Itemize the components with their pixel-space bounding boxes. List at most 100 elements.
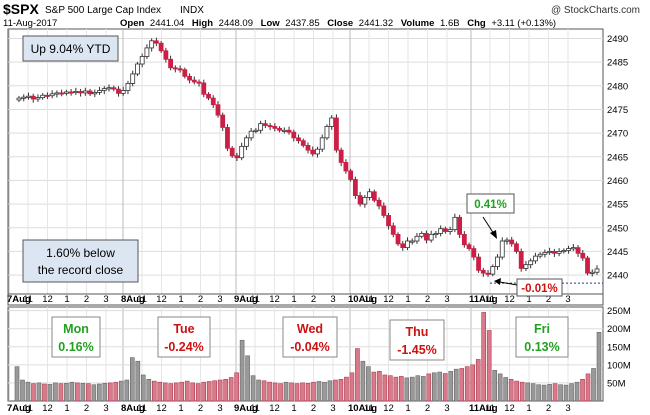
candle-body xyxy=(210,97,216,106)
x-tick-label: 2 xyxy=(425,403,430,414)
volume-bar xyxy=(278,383,283,402)
candle-body xyxy=(476,256,481,271)
volume-bar xyxy=(596,332,602,402)
volume-bar xyxy=(453,368,459,402)
volume-bar xyxy=(261,380,267,402)
volume-bar xyxy=(360,360,366,402)
volume-bar xyxy=(547,384,552,402)
candle-body xyxy=(409,240,415,243)
close-value: 2441.32 xyxy=(359,18,393,29)
volume-bar xyxy=(541,384,547,402)
candle-body xyxy=(305,145,311,151)
volume-bar xyxy=(108,382,113,402)
candle-body xyxy=(561,250,567,253)
x-tick-label: 11Aug xyxy=(469,294,498,305)
record-line1: 1.60% below xyxy=(46,246,115,260)
candle-body xyxy=(381,205,387,216)
x-tick-label: 2 xyxy=(311,403,316,414)
volume-bar xyxy=(492,369,497,402)
volume-bar xyxy=(421,376,426,402)
candle-body xyxy=(575,247,581,254)
volume-bar xyxy=(58,383,64,402)
candle-body xyxy=(291,131,297,139)
x-tick-label: 12 xyxy=(42,403,53,414)
candle-body xyxy=(570,247,576,250)
candle-body xyxy=(234,155,240,159)
volume-bar xyxy=(179,381,185,402)
x-tick-label: 11 xyxy=(250,294,260,305)
candle-body xyxy=(253,129,259,132)
volume-bar xyxy=(272,382,278,402)
candle-body xyxy=(400,243,406,249)
volume-bar xyxy=(42,383,47,402)
volume-bar xyxy=(86,383,91,402)
volume-bar xyxy=(585,373,591,402)
chg-label: Chg xyxy=(467,18,486,29)
volume-bar xyxy=(580,379,585,402)
candle-body xyxy=(139,56,145,65)
candle-body xyxy=(267,125,273,128)
candle-body xyxy=(447,229,453,232)
volume-bar xyxy=(267,381,272,402)
volume-bar xyxy=(157,381,163,402)
volume-bar xyxy=(69,381,75,402)
volume-bar xyxy=(327,380,333,402)
callout-up-arrow xyxy=(482,216,495,235)
day-name: Mon xyxy=(63,322,89,336)
candle-body xyxy=(45,94,50,97)
x-tick-label: 3 xyxy=(103,294,108,305)
volume-bar xyxy=(536,384,541,402)
svg-text:Open 2441.04 High: Open 2441.04 High 2448.09 Low 2437.85 Cl… xyxy=(120,18,556,29)
day-pct: -0.04% xyxy=(290,340,330,354)
volume-bar xyxy=(563,384,569,402)
candle-body xyxy=(286,129,292,133)
candle-body xyxy=(424,233,429,241)
x-tick-label: 1 xyxy=(291,294,296,305)
candle-body xyxy=(457,216,463,235)
volume-y-axis: 50M 100M 150M 200M 250M xyxy=(607,306,631,389)
volume-bar xyxy=(130,357,135,402)
x-tick-label: 2 xyxy=(84,294,89,305)
candle-body xyxy=(116,88,121,94)
x-tick-label: 11 xyxy=(364,403,374,414)
volume-bar xyxy=(124,379,130,402)
volume-bar xyxy=(558,384,563,402)
candle-body xyxy=(580,252,586,259)
volume-bar xyxy=(195,383,201,402)
day-name: Fri xyxy=(534,322,550,336)
volume-tick-label: 250M xyxy=(607,306,631,317)
candle-body xyxy=(21,96,27,99)
volume-bar xyxy=(97,383,102,402)
candle-body xyxy=(518,251,524,269)
candle-body xyxy=(442,228,448,232)
symbol: $SPX xyxy=(3,1,39,17)
volume-bar xyxy=(470,364,476,402)
callout-up-text: 0.41% xyxy=(474,199,507,211)
candle-body xyxy=(395,233,401,245)
candle-body xyxy=(40,94,46,99)
volume-bar xyxy=(486,330,492,402)
x-tick-label: 1 xyxy=(64,403,69,414)
candle-body xyxy=(499,240,505,258)
high-value: 2448.09 xyxy=(219,18,253,29)
candle-body xyxy=(78,91,83,94)
volume-bar xyxy=(366,366,371,402)
price-tick-label: 2485 xyxy=(607,58,628,69)
candle-body xyxy=(357,195,363,205)
x-tick-label: 2 xyxy=(198,294,203,305)
candle-body xyxy=(149,40,155,49)
x-tick-label: 1 xyxy=(405,294,410,305)
low-value: 2437.85 xyxy=(285,18,319,29)
volume-bar xyxy=(245,355,250,402)
open-label: Open xyxy=(120,18,144,29)
volume-bar xyxy=(404,377,410,402)
candle-body xyxy=(277,127,282,131)
x-tick-label: 12 xyxy=(504,294,515,305)
candle-body xyxy=(220,114,226,128)
candle-body xyxy=(92,92,98,95)
record-line2: the record close xyxy=(38,263,124,277)
x-tick-label: 3 xyxy=(330,403,335,414)
volume-bar xyxy=(519,381,525,402)
candle-body xyxy=(537,253,543,257)
volume-bar xyxy=(525,382,530,402)
